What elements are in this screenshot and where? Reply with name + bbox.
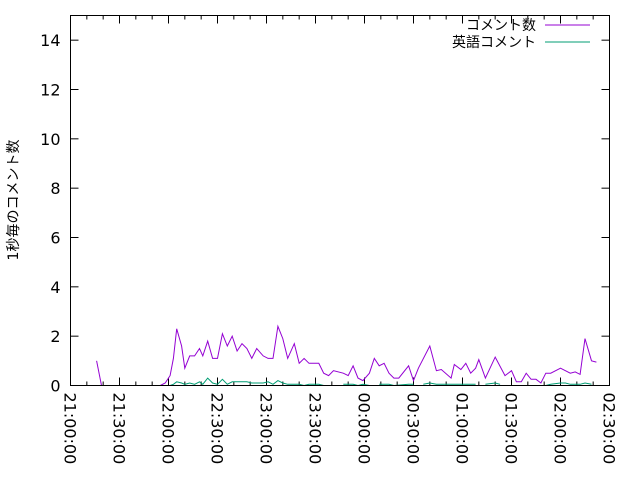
x-tick-label: 22:30:00	[208, 393, 227, 465]
x-tick-label: 00:30:00	[404, 393, 423, 465]
y-tick-label: 14	[40, 31, 60, 50]
y-tick-label: 0	[50, 377, 60, 396]
y-tick-label: 12	[40, 81, 60, 100]
x-tick-label: 23:30:00	[306, 393, 325, 465]
y-tick-label: 10	[40, 130, 60, 149]
x-tick-label: 23:00:00	[257, 393, 276, 465]
series-line-0	[151, 326, 597, 385]
legend-label-1: 英語コメント	[452, 34, 536, 51]
axis-ticks: 0 2 4 6 8 10 12 14 21:00:00 21:30:00 22:00:00 22:30…	[40, 16, 618, 465]
x-tick-label: 02:30:00	[600, 393, 619, 465]
x-tick-label: 22:00:00	[159, 393, 178, 465]
x-tick-label: 21:30:00	[110, 393, 129, 465]
x-tick-label: 01:30:00	[502, 393, 521, 465]
series-line-1	[170, 378, 329, 385]
legend-label-0: コメント数	[466, 18, 536, 34]
y-tick-label: 2	[50, 327, 60, 346]
legend: コメント数 英語コメント	[452, 18, 590, 51]
y-tick-label: 6	[50, 229, 60, 248]
y-tick-label: 8	[50, 179, 60, 198]
x-tick-label: 01:00:00	[453, 393, 472, 465]
x-tick-label: 21:00:00	[61, 393, 80, 465]
y-tick-label: 4	[50, 278, 60, 297]
x-tick-label: 00:00:00	[355, 393, 374, 465]
x-tick-label: 02:00:00	[551, 393, 570, 465]
series-lines	[97, 326, 597, 385]
plot-border	[71, 16, 610, 386]
y-axis-label: 1秒毎のコメント数	[6, 140, 22, 261]
series-line-1	[423, 383, 475, 384]
series-line-0	[97, 361, 102, 386]
series-line-1	[485, 383, 500, 384]
